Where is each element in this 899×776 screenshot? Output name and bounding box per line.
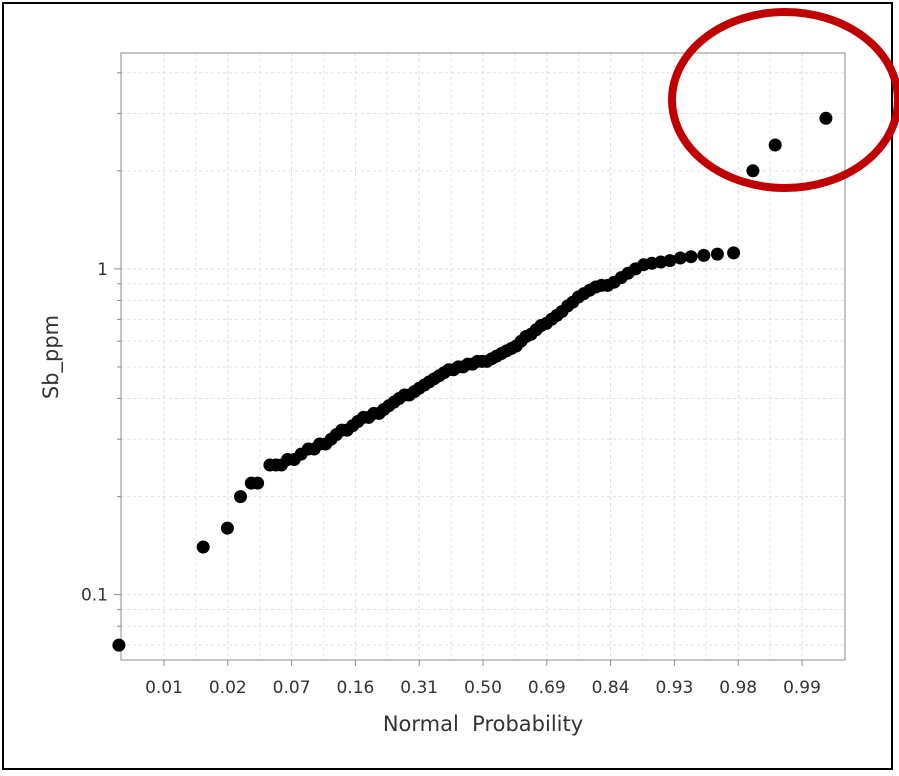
- data-point: [220, 521, 234, 535]
- x-axis-title: Normal Probability: [383, 712, 583, 736]
- y-tick-label: 1: [97, 260, 108, 280]
- data-point: [710, 247, 724, 261]
- data-point: [746, 164, 760, 178]
- x-tick-label: 0.69: [528, 678, 566, 698]
- x-tick-label: 0.16: [336, 678, 374, 698]
- y-axis-title: Sb_ppm: [39, 315, 64, 399]
- data-point: [768, 138, 782, 152]
- data-point: [112, 638, 126, 652]
- x-tick-label: 0.99: [783, 678, 821, 698]
- data-point: [684, 250, 698, 264]
- data-point: [663, 254, 677, 268]
- grid-lines: [121, 53, 845, 660]
- outlier-highlight-ellipse: [668, 8, 899, 192]
- x-tick-label: 0.02: [209, 678, 247, 698]
- axis-ticks: [114, 72, 803, 666]
- x-tick-label: 0.07: [273, 678, 311, 698]
- x-tick-label: 0.93: [655, 678, 693, 698]
- y-tick-labels: 10.1: [81, 260, 108, 606]
- x-tick-label: 0.01: [145, 678, 183, 698]
- x-tick-label: 0.98: [719, 678, 757, 698]
- x-tick-label: 0.31: [400, 678, 438, 698]
- x-tick-label: 0.84: [592, 678, 630, 698]
- data-point: [673, 251, 687, 265]
- data-point: [697, 248, 711, 262]
- x-tick-labels: 0.01 0.02 0.07 0.16 0.31 0.50 0.69 0.84 0.93 0.98…: [145, 678, 821, 698]
- data-point: [251, 476, 265, 490]
- data-point: [819, 111, 833, 125]
- x-tick-label: 0.50: [464, 678, 502, 698]
- data-point: [196, 540, 210, 554]
- y-tick-label: 0.1: [81, 586, 108, 606]
- data-point: [727, 246, 741, 260]
- data-point: [234, 490, 247, 504]
- data-points: [112, 111, 833, 652]
